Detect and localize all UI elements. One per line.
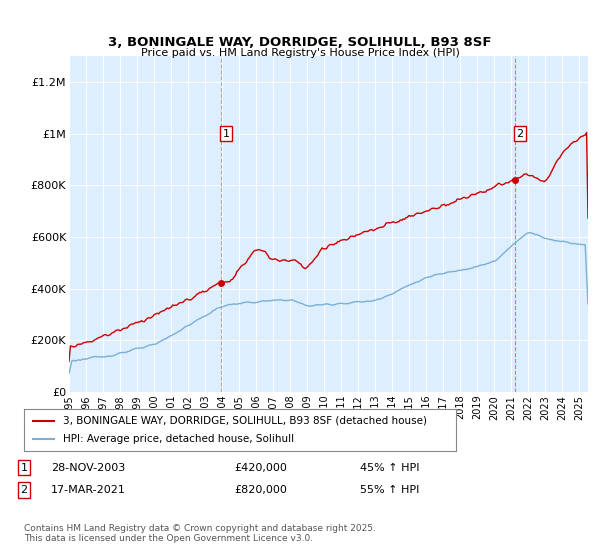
Text: £420,000: £420,000 xyxy=(234,463,287,473)
Text: 17-MAR-2021: 17-MAR-2021 xyxy=(51,485,126,495)
Text: Price paid vs. HM Land Registry's House Price Index (HPI): Price paid vs. HM Land Registry's House … xyxy=(140,48,460,58)
Text: 55% ↑ HPI: 55% ↑ HPI xyxy=(360,485,419,495)
Text: £820,000: £820,000 xyxy=(234,485,287,495)
Text: 3, BONINGALE WAY, DORRIDGE, SOLIHULL, B93 8SF (detached house): 3, BONINGALE WAY, DORRIDGE, SOLIHULL, B9… xyxy=(63,416,427,426)
Text: 45% ↑ HPI: 45% ↑ HPI xyxy=(360,463,419,473)
Text: 1: 1 xyxy=(223,129,229,138)
Text: 2: 2 xyxy=(20,485,28,495)
Text: 3, BONINGALE WAY, DORRIDGE, SOLIHULL, B93 8SF: 3, BONINGALE WAY, DORRIDGE, SOLIHULL, B9… xyxy=(108,36,492,49)
Text: Contains HM Land Registry data © Crown copyright and database right 2025.
This d: Contains HM Land Registry data © Crown c… xyxy=(24,524,376,543)
Text: 1: 1 xyxy=(20,463,28,473)
Text: 2: 2 xyxy=(517,129,523,138)
Text: 28-NOV-2003: 28-NOV-2003 xyxy=(51,463,125,473)
Text: HPI: Average price, detached house, Solihull: HPI: Average price, detached house, Soli… xyxy=(63,434,294,444)
